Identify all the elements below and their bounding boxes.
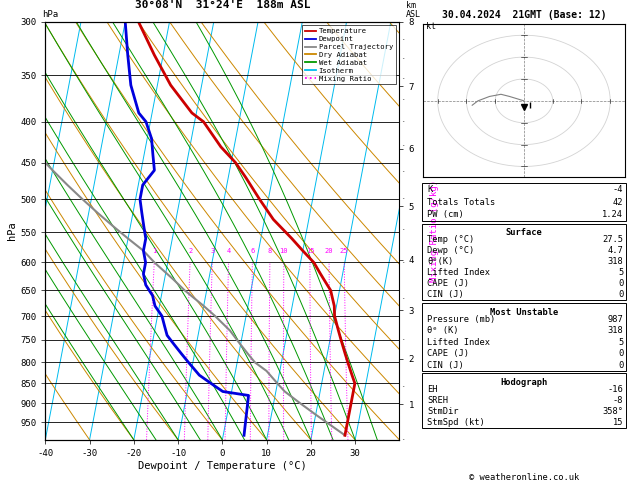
Text: StmSpd (kt): StmSpd (kt) (427, 417, 485, 427)
Text: Temp (°C): Temp (°C) (427, 235, 474, 244)
Text: 1.24: 1.24 (603, 210, 623, 219)
Text: -: - (401, 119, 404, 124)
Text: -: - (401, 197, 404, 202)
Text: 0: 0 (618, 361, 623, 369)
Text: Hodograph: Hodograph (501, 378, 548, 387)
Text: CAPE (J): CAPE (J) (427, 349, 469, 358)
Y-axis label: hPa: hPa (8, 222, 18, 240)
Text: -: - (401, 296, 404, 302)
Text: 30°08'N  31°24'E  188m ASL: 30°08'N 31°24'E 188m ASL (135, 0, 310, 10)
Text: θᵉ(K): θᵉ(K) (427, 257, 454, 266)
Text: 42: 42 (613, 198, 623, 207)
Text: 1: 1 (152, 248, 157, 254)
Text: 20: 20 (325, 248, 333, 254)
Text: hPa: hPa (42, 10, 58, 19)
Text: -: - (401, 56, 404, 61)
Text: Most Unstable: Most Unstable (490, 308, 559, 317)
Text: 27.5: 27.5 (603, 235, 623, 244)
Text: 5: 5 (618, 338, 623, 347)
Text: Pressure (mb): Pressure (mb) (427, 315, 496, 324)
Text: -4: -4 (613, 185, 623, 194)
Text: 0: 0 (618, 290, 623, 299)
Text: 0: 0 (618, 349, 623, 358)
Text: -: - (401, 337, 404, 343)
Text: -8: -8 (613, 396, 623, 405)
Text: 0: 0 (618, 279, 623, 288)
Text: 10: 10 (280, 248, 288, 254)
Text: EH: EH (427, 385, 438, 394)
Text: Surface: Surface (506, 228, 543, 238)
Text: Dewp (°C): Dewp (°C) (427, 246, 474, 255)
Text: 15: 15 (306, 248, 314, 254)
Text: 8: 8 (268, 248, 272, 254)
Text: -: - (401, 37, 404, 42)
Text: © weatheronline.co.uk: © weatheronline.co.uk (469, 473, 579, 482)
Text: 358°: 358° (603, 407, 623, 416)
Text: -: - (401, 143, 404, 148)
X-axis label: Dewpoint / Temperature (°C): Dewpoint / Temperature (°C) (138, 461, 307, 470)
Text: -16: -16 (608, 385, 623, 394)
Text: θᵉ (K): θᵉ (K) (427, 326, 459, 335)
Text: -: - (401, 76, 404, 81)
Text: -: - (401, 437, 404, 442)
Text: 15: 15 (613, 417, 623, 427)
Text: 318: 318 (608, 257, 623, 266)
Text: 318: 318 (608, 326, 623, 335)
Text: 4: 4 (226, 248, 231, 254)
Text: Lifted Index: Lifted Index (427, 338, 490, 347)
Text: km
ASL: km ASL (406, 1, 421, 19)
Text: CIN (J): CIN (J) (427, 290, 464, 299)
Text: Lifted Index: Lifted Index (427, 268, 490, 278)
Text: Mixing Ratio (g/kg): Mixing Ratio (g/kg) (430, 180, 438, 282)
Text: 5: 5 (618, 268, 623, 278)
Text: 4.7: 4.7 (608, 246, 623, 255)
Text: CIN (J): CIN (J) (427, 361, 464, 369)
Text: -: - (401, 169, 404, 174)
Text: -: - (401, 260, 404, 265)
Text: StmDir: StmDir (427, 407, 459, 416)
Text: 25: 25 (340, 248, 348, 254)
Text: -: - (401, 227, 404, 232)
Text: K: K (427, 185, 432, 194)
Text: 3: 3 (210, 248, 214, 254)
Text: SREH: SREH (427, 396, 448, 405)
Text: 30.04.2024  21GMT (Base: 12): 30.04.2024 21GMT (Base: 12) (442, 10, 606, 20)
Text: kt: kt (426, 22, 436, 31)
Text: PW (cm): PW (cm) (427, 210, 464, 219)
Text: CAPE (J): CAPE (J) (427, 279, 469, 288)
Text: -: - (401, 97, 404, 102)
Text: 2: 2 (188, 248, 192, 254)
Legend: Temperature, Dewpoint, Parcel Trajectory, Dry Adiabat, Wet Adiabat, Isotherm, Mi: Temperature, Dewpoint, Parcel Trajectory… (302, 25, 396, 85)
Text: Totals Totals: Totals Totals (427, 198, 496, 207)
Text: 6: 6 (250, 248, 255, 254)
Text: -: - (401, 384, 404, 389)
Text: 987: 987 (608, 315, 623, 324)
